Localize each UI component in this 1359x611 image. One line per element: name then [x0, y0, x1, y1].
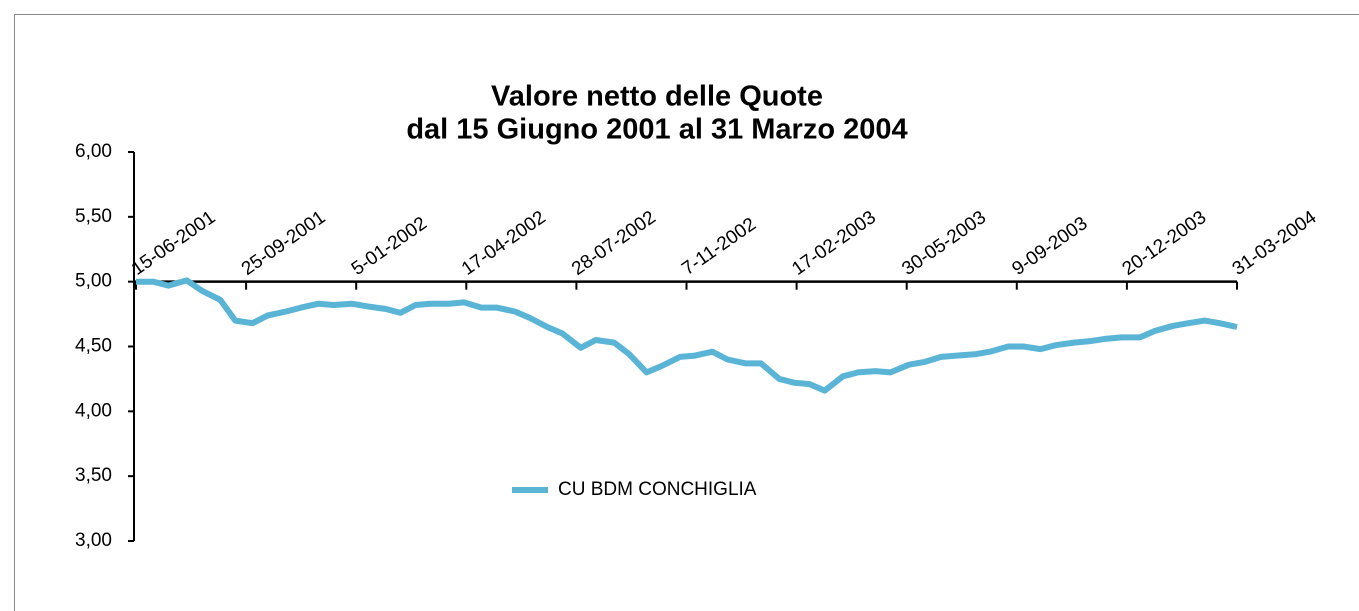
legend-label: CU BDM CONCHIGLIA: [558, 479, 757, 500]
x-tick-label: 30-05-2003: [898, 207, 990, 280]
y-tick-label: 5,00: [75, 271, 112, 292]
x-tick-label: 5-01-2002: [348, 213, 431, 280]
y-tick-label: 4,50: [75, 336, 112, 357]
y-tick-label: 5,50: [75, 206, 112, 227]
y-tick-label: 4,00: [75, 400, 112, 421]
frame: [14, 14, 1359, 611]
x-tick-label: 31-03-2004: [1229, 207, 1321, 280]
y-tick-label: 3,50: [75, 465, 112, 486]
y-tick-label: 6,00: [75, 141, 112, 162]
x-tick-label: 7-11-2002: [678, 214, 760, 280]
x-tick-label: 15-06-2001: [128, 207, 220, 280]
x-tick-label: 17-02-2003: [788, 207, 880, 280]
x-tick-label: 28-07-2002: [568, 207, 660, 280]
x-tick-label: 25-09-2001: [238, 207, 330, 280]
x-tick-label: 20-12-2003: [1119, 207, 1211, 280]
y-tick-label: 3,00: [75, 530, 112, 551]
chart-title: Valore netto delle Quote: [491, 81, 823, 113]
data-line: [136, 277, 1238, 394]
x-tick-label: 17-04-2002: [458, 207, 550, 280]
x-tick-label: 9-09-2003: [1008, 213, 1091, 280]
chart-subtitle: dal 15 Giugno 2001 al 31 Marzo 2004: [406, 114, 907, 146]
